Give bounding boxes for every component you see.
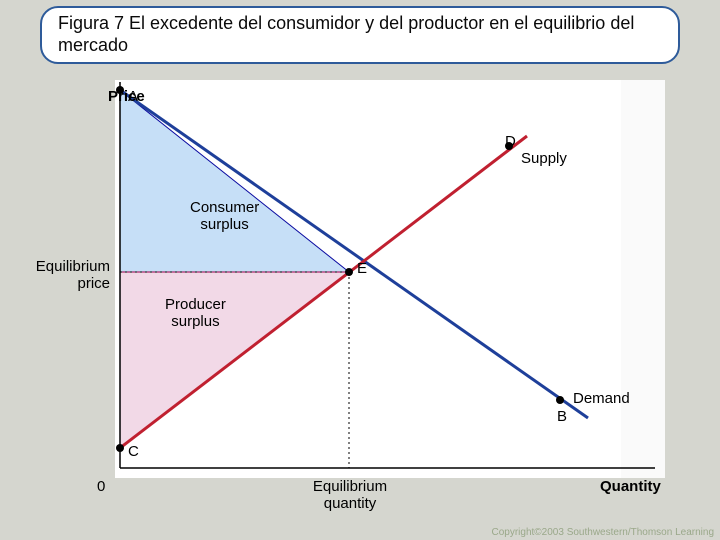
figure-title: Figura 7 El excedente del consumidor y d…	[58, 13, 662, 56]
copyright-text: Copyright©2003 Southwestern/Thomson Lear…	[492, 527, 715, 538]
consumer-surplus-region	[120, 90, 349, 272]
demand-label: Demand	[573, 390, 630, 407]
point-a-label: A	[128, 88, 138, 105]
price-axis-label: Price	[108, 88, 145, 105]
origin-label: 0	[97, 478, 105, 495]
supply-label: Supply	[521, 150, 567, 167]
title-bar: Figura 7 El excedente del consumidor y d…	[40, 6, 680, 64]
point-c-label: C	[128, 443, 139, 460]
point-e	[345, 268, 353, 276]
consumer-surplus-text: Consumer surplus	[190, 199, 259, 233]
point-b	[556, 396, 564, 404]
producer-surplus-text: Producer surplus	[165, 296, 226, 330]
point-e-label: E	[357, 260, 367, 277]
quantity-axis-label: Quantity	[600, 478, 661, 495]
chart-area	[115, 80, 665, 478]
point-b-label: B	[557, 408, 567, 425]
econ-surplus-chart	[115, 80, 665, 478]
producer-surplus-label: Producer surplus	[165, 296, 226, 331]
equilibrium-price-label: Equilibrium price	[36, 258, 110, 293]
point-c	[116, 444, 124, 452]
consumer-surplus-label: Consumer surplus	[190, 199, 259, 234]
point-d-label: D	[505, 133, 516, 150]
equilibrium-quantity-text: Equilibrium quantity	[313, 478, 387, 512]
equilibrium-quantity-label: Equilibrium quantity	[313, 478, 387, 513]
equilibrium-price-text: Equilibrium price	[36, 258, 110, 292]
